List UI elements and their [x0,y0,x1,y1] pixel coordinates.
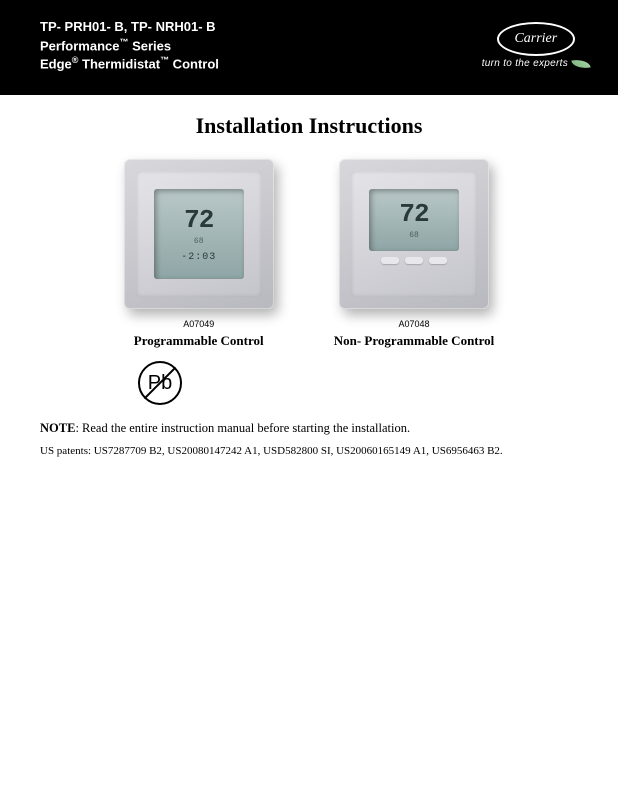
temp-display: 72 [184,205,213,235]
note-label: NOTE [40,421,75,435]
note-block: NOTE: Read the entire instruction manual… [0,405,618,460]
note-line: NOTE: Read the entire instruction manual… [40,419,578,437]
product-nonprogrammable: 72 68 A07048 Non- Programmable Control [334,159,495,349]
thermostat-screen: 72 68 -2:03 [154,189,244,279]
product-line: Edge® Thermidistat™ Control [40,54,219,73]
note-text: : Read the entire instruction manual bef… [75,421,410,435]
sub-display: 68 [194,237,204,246]
pb-free-badge: Pb [138,361,182,405]
header-band: TP- PRH01- B, TP- NRH01- B Performance™ … [0,0,618,95]
patents-text: US patents: US7287709 B2, US20080147242 … [40,443,578,460]
product-code: A07049 [183,319,214,329]
leaf-icon [571,57,590,70]
brand-tagline: turn to the experts [482,58,590,69]
device-button [429,257,447,264]
product-label: Programmable Control [134,333,264,349]
product-label: Non- Programmable Control [334,333,495,349]
thermostat-screen: 72 68 [369,189,459,251]
thermostat-device: 72 68 -2:03 [124,159,274,309]
series-line: Performance™ Series [40,36,219,55]
product-programmable: 72 68 -2:03 A07049 Programmable Control [124,159,274,349]
brand-logo: Carrier [497,22,575,56]
header-text: TP- PRH01- B, TP- NRH01- B Performance™ … [40,18,219,73]
thermostat-device: 72 68 [339,159,489,309]
button-row [381,257,447,264]
time-display: -2:03 [181,252,216,263]
product-code: A07048 [398,319,429,329]
model-line: TP- PRH01- B, TP- NRH01- B [40,18,219,36]
pb-symbol: Pb [148,372,172,395]
page-title: Installation Instructions [0,113,618,139]
brand-block: Carrier turn to the experts [482,22,590,73]
temp-display: 72 [399,199,428,229]
sub-display: 68 [409,231,419,240]
device-button [381,257,399,264]
device-button [405,257,423,264]
products-row: 72 68 -2:03 A07049 Programmable Control … [0,159,618,349]
